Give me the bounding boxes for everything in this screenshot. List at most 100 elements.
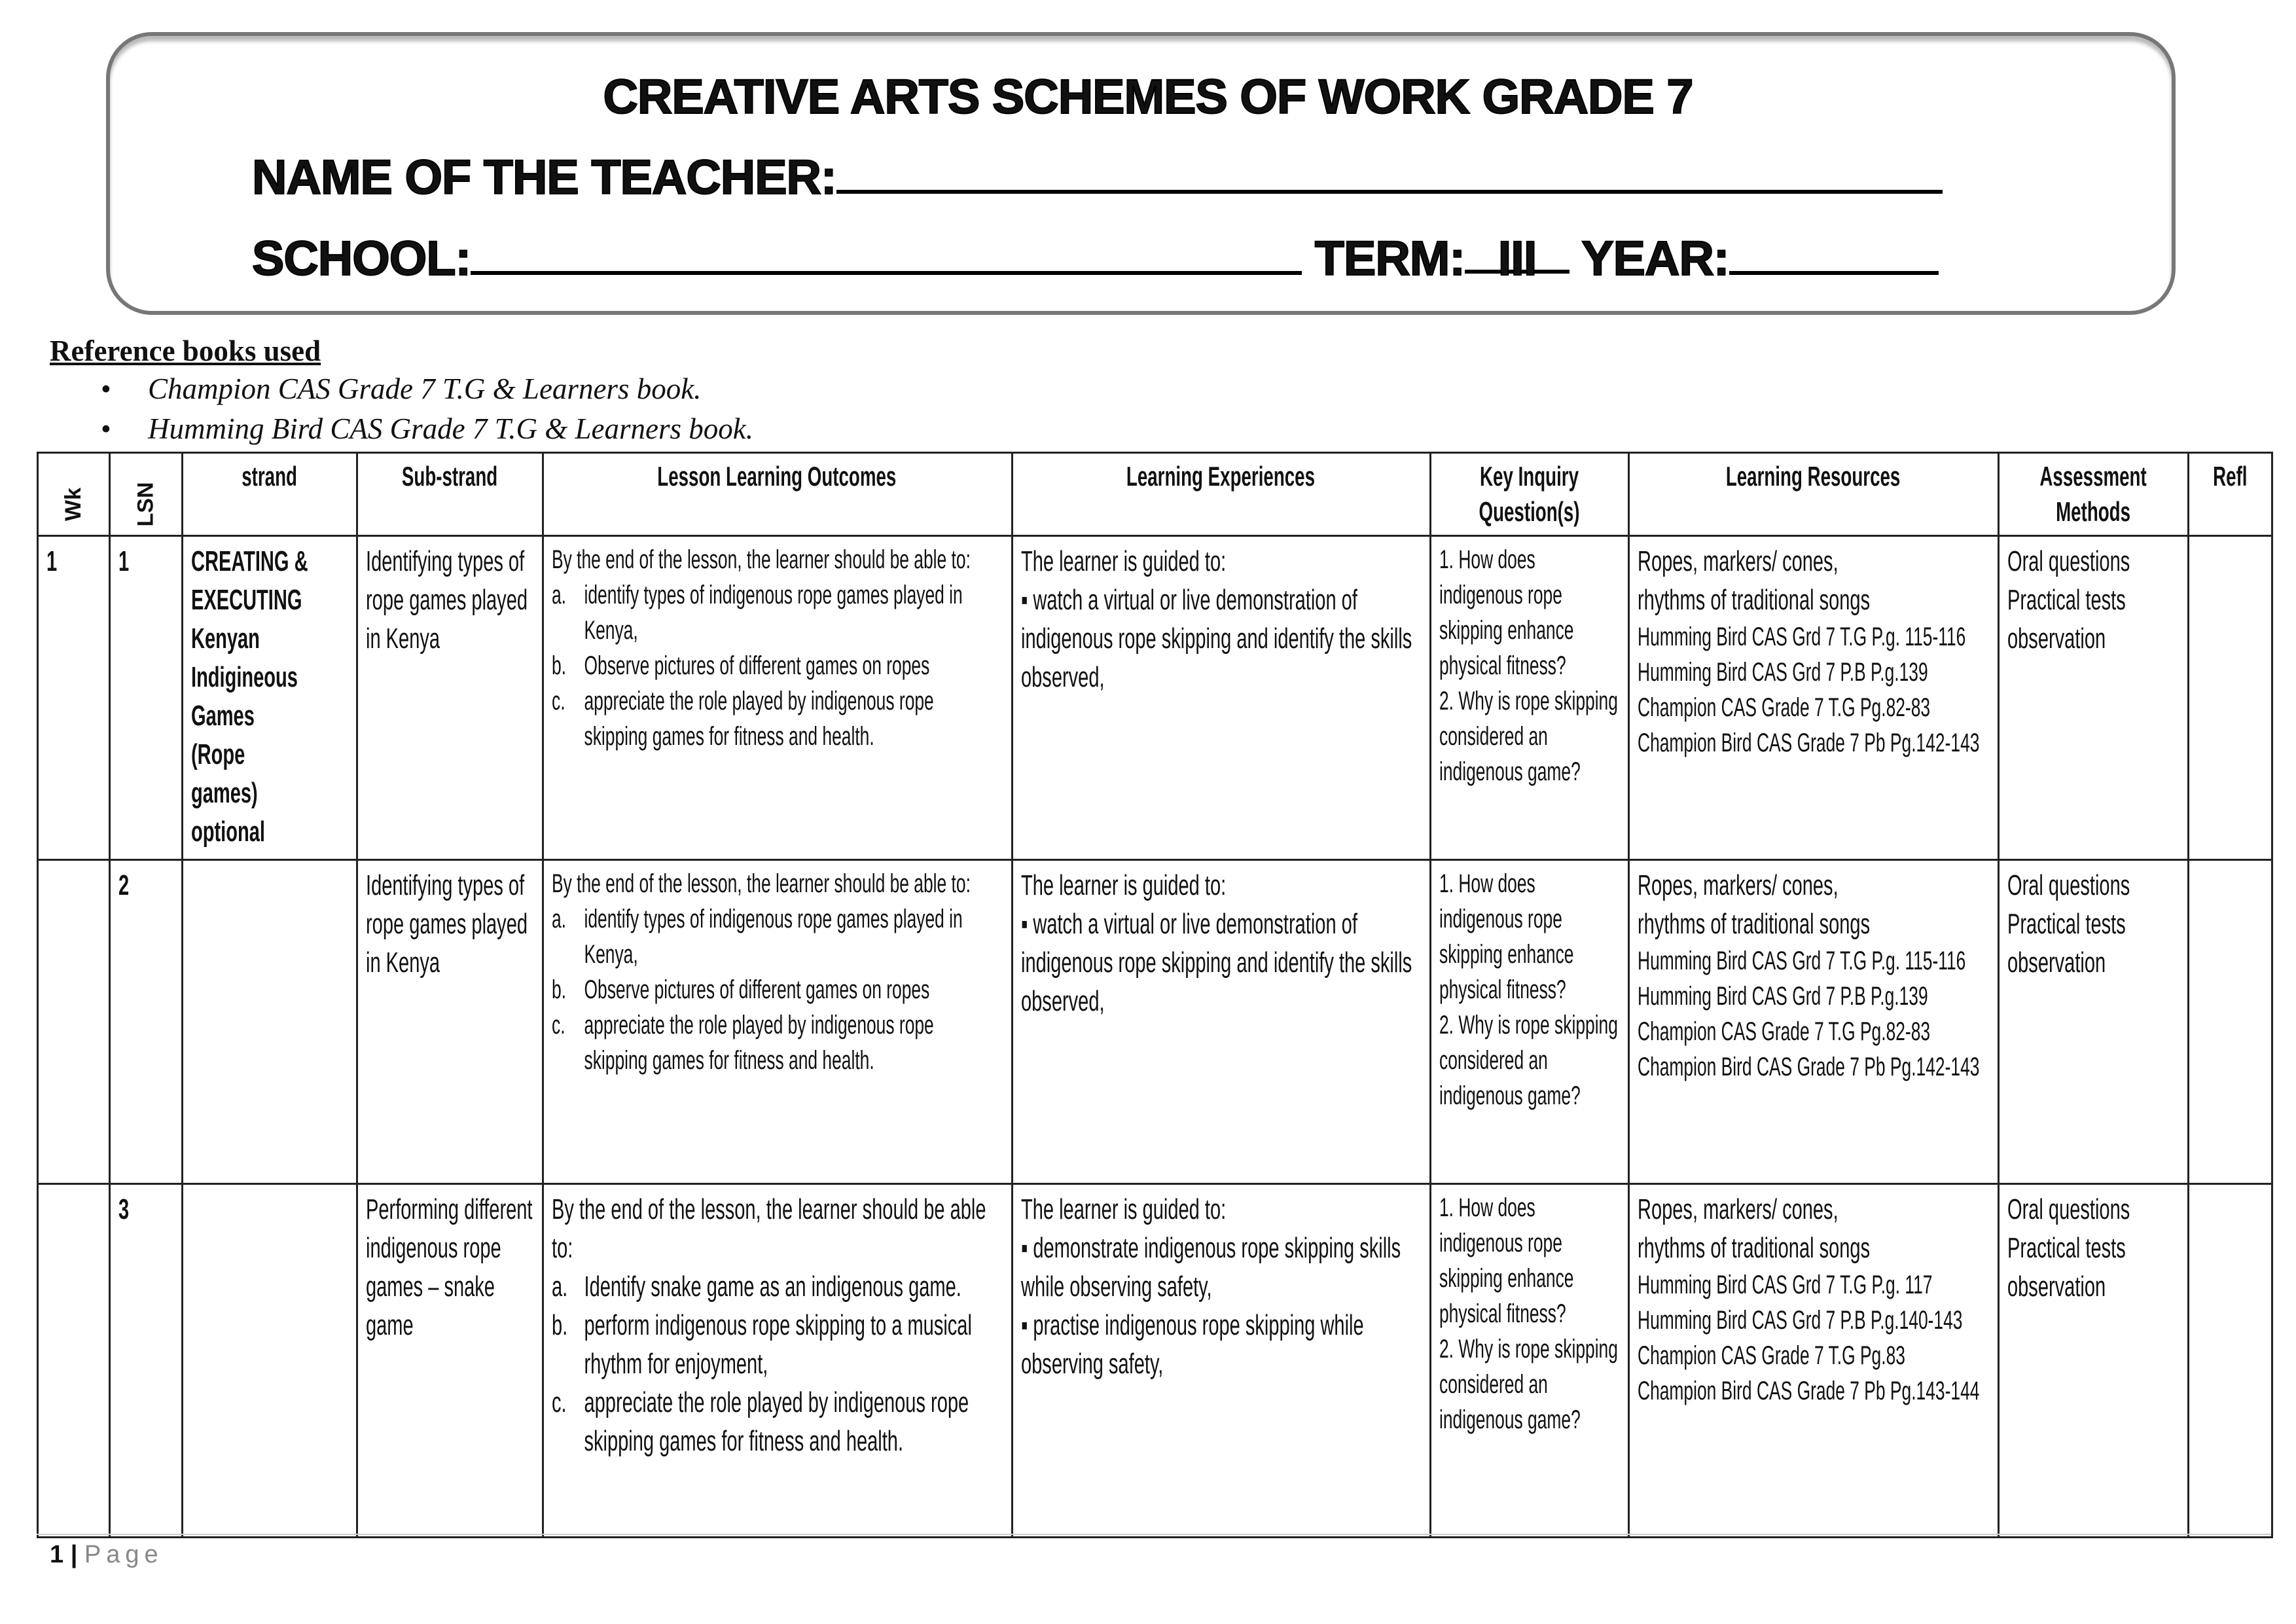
column-label: Key Inquiry Question(s) [1479, 461, 1580, 527]
resources-cell: Ropes, markers/ cones, rhythms of traditi… [1628, 859, 2000, 1185]
school-line: SCHOOL: TERM: III YEAR: [251, 230, 1939, 286]
substrand-value: Performing different indigenous rope gam… [366, 1193, 533, 1341]
column-header: Learning Experiences [1011, 452, 1431, 537]
strand-cell-content: CREATING & EXECUTING Kenyan Indigineous Game… [191, 542, 348, 851]
strand-line: EXECUTING [191, 584, 302, 616]
substrand-value: Identifying types of rope games played i… [366, 545, 528, 655]
experience-item: ▪ demonstrate indigenous rope skipping s… [1021, 1232, 1401, 1303]
outcome-letter: c. [552, 1011, 565, 1039]
resource-book: Champion CAS Grade 7 T.G Pg.83 [1638, 1341, 1905, 1370]
column-label: Learning Resources [1725, 461, 1901, 492]
week-cell [37, 859, 111, 1185]
term-value: III [1465, 230, 1570, 286]
experiences-cell-content: The learner is guided to: ▪ demonstrate i… [1021, 1190, 1420, 1383]
column-header: strand [181, 452, 358, 537]
school-blank [471, 232, 1302, 275]
week-cell: 1 [37, 535, 111, 861]
reflection-cell [2187, 859, 2273, 1185]
resource-line: Ropes, markers/ cones, [1638, 545, 1839, 577]
teacher-line: NAME OF THE TEACHER: [251, 149, 1943, 205]
reference-heading: Reference books used [50, 334, 321, 367]
bullet-icon: • [101, 372, 111, 405]
term-label: TERM: [1314, 230, 1466, 286]
reflection-cell [2187, 535, 2273, 861]
column-label: Refl [2213, 461, 2248, 492]
resource-book: Humming Bird CAS Grd 7 P.B P.g.139 [1638, 658, 1928, 687]
lesson-value: 2 [118, 869, 130, 901]
week-cell-content: 1 [46, 542, 101, 581]
substrand-cell: Performing different indigenous rope gam… [356, 1183, 544, 1538]
strand-cell [181, 859, 358, 1185]
questions-cell-content: 1. How does indigenous rope skipping enh… [1439, 542, 1619, 789]
teacher-label: NAME OF THE TEACHER: [251, 149, 838, 205]
assessment-method: Oral questions [2007, 869, 2130, 901]
outcome-item: c. appreciate the role played by indigeno… [552, 683, 1002, 754]
lesson-cell-content: 1 [118, 542, 173, 581]
resource-book: Humming Bird CAS Grd 7 T.G P.g. 117 [1638, 1271, 1933, 1299]
outcome-text: appreciate the role played by indigenous… [584, 687, 934, 751]
resource-book: Humming Bird CAS Grd 7 T.G P.g. 115-116 [1638, 623, 1966, 651]
week-cell [37, 1183, 111, 1538]
outcomes-intro: By the end of the lesson, the learner sh… [552, 869, 971, 898]
assessment-method: Oral questions [2007, 545, 2130, 577]
strand-line: optional [191, 816, 265, 848]
resource-book: Champion Bird CAS Grade 7 Pb Pg.142-143 [1638, 729, 1980, 757]
resource-line: rhythms of traditional songs [1638, 908, 1871, 940]
week-value: 1 [46, 545, 58, 577]
reference-books: Reference books used • Champion CAS Grade… [50, 334, 753, 452]
column-header: Learning Resources [1628, 452, 2000, 537]
reference-item: • Champion CAS Grade 7 T.G & Learners boo… [101, 372, 702, 405]
lesson-value: 3 [118, 1193, 130, 1225]
assessment-cell: Oral questions Practical tests observation [1998, 535, 2189, 861]
column-label: LSN [133, 482, 158, 526]
experiences-cell-content: The learner is guided to: ▪ watch a virtu… [1021, 866, 1420, 1020]
resources-cell-content: Ropes, markers/ cones, rhythms of traditi… [1638, 542, 1988, 761]
assessment-method: observation [2007, 623, 2106, 655]
column-label: strand [242, 461, 297, 492]
outcome-text: appreciate the role played by indigenous… [584, 1386, 969, 1457]
experiences-cell: The learner is guided to: ▪ watch a virtu… [1011, 859, 1431, 1185]
strand-cell: CREATING & EXECUTING Kenyan Indigineous Game… [181, 535, 358, 861]
outcomes-cell: By the end of the lesson, the learner sh… [542, 1183, 1013, 1538]
inquiry-question: 2. Why is rope skipping considered an in… [1439, 687, 1618, 786]
experiences-cell: The learner is guided to: ▪ demonstrate i… [1011, 1183, 1431, 1538]
experiences-intro: The learner is guided to: [1021, 869, 1227, 901]
outcome-letter: b. [552, 651, 567, 680]
strand-line: Kenyan [191, 623, 260, 655]
questions-cell: 1. How does indigenous rope skipping enh… [1429, 859, 1630, 1185]
strand-line: Games [191, 700, 255, 732]
column-label: Learning Experiences [1126, 461, 1316, 492]
resources-cell: Ropes, markers/ cones, rhythms of traditi… [1628, 1183, 2000, 1538]
table-row: 2 Identifying types of rope games played … [37, 859, 2273, 1185]
header-box [106, 32, 2176, 315]
substrand-cell-content: Identifying types of rope games played i… [366, 866, 533, 982]
outcome-item: b. Observe pictures of different games on… [552, 972, 1002, 1007]
lesson-cell: 3 [109, 1183, 183, 1538]
column-header: Key Inquiry Question(s) [1429, 452, 1630, 537]
assessment-method: Practical tests [2007, 584, 2126, 616]
resource-line: rhythms of traditional songs [1638, 584, 1871, 616]
column-label: Sub-strand [401, 461, 498, 492]
column-header: Sub-strand [356, 452, 544, 537]
resource-book: Humming Bird CAS Grd 7 P.B P.g.139 [1638, 982, 1928, 1011]
resource-book: Humming Bird CAS Grd 7 T.G P.g. 115-116 [1638, 947, 1966, 975]
strand-line: CREATING & [191, 545, 308, 577]
questions-cell-content: 1. How does indigenous rope skipping enh… [1439, 1190, 1619, 1437]
inquiry-question: 2. Why is rope skipping considered an in… [1439, 1335, 1618, 1434]
outcome-letter: a. [552, 1271, 568, 1303]
outcomes-cell: By the end of the lesson, the learner sh… [542, 535, 1013, 861]
school-label: SCHOOL: [251, 230, 472, 286]
page-number: 1 [50, 1541, 64, 1568]
substrand-value: Identifying types of rope games played i… [366, 869, 528, 979]
resource-line: Ropes, markers/ cones, [1638, 869, 1839, 901]
outcome-item: a. identify types of indigenous rope game… [552, 577, 1002, 648]
assessment-method: observation [2007, 1271, 2106, 1303]
substrand-cell: Identifying types of rope games played i… [356, 535, 544, 861]
resources-cell-content: Ropes, markers/ cones, rhythms of traditi… [1638, 1190, 1988, 1409]
substrand-cell-content: Performing different indigenous rope gam… [366, 1190, 533, 1344]
experiences-cell-content: The learner is guided to: ▪ watch a virtu… [1021, 542, 1420, 696]
lesson-cell-content: 2 [118, 866, 173, 905]
strand-line: (Rope [191, 738, 245, 770]
table-row: 1 1 CREATING & EXECUTING Kenyan Indigineous Ga… [37, 535, 2273, 861]
outcome-item: b. perform indigenous rope skipping to a … [552, 1306, 1002, 1383]
